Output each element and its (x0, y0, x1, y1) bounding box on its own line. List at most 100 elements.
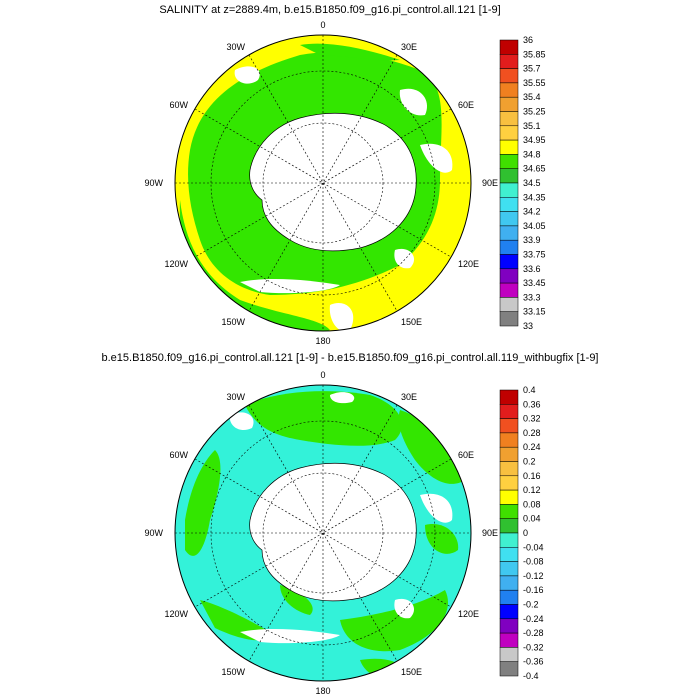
colorbar-label: 0.08 (523, 499, 541, 509)
colorbar-label: 0 (523, 528, 528, 538)
colorbar-label: 33.3 (523, 292, 541, 302)
colorbar-label: 33.9 (523, 235, 541, 245)
panel2-lon-120w: 120W (164, 609, 188, 619)
colorbar-label: 0.32 (523, 414, 541, 424)
panel2-lon-30e: 30E (401, 392, 417, 402)
panel1-lon-30e: 30E (401, 42, 417, 52)
colorbar-swatch (499, 518, 519, 534)
colorbar-label: -0.2 (523, 600, 539, 610)
panel2-lon-30w: 30W (226, 392, 245, 402)
panel1-colorbar: 36 35.85 35.7 35.55 35.4 35.25 35.1 34.95 34.8 34… (499, 35, 546, 331)
colorbar-swatch (499, 446, 519, 462)
colorbar-swatch (499, 418, 519, 434)
colorbar-swatch (499, 575, 519, 591)
colorbar-swatch (499, 432, 519, 448)
colorbar-label: 33 (523, 321, 533, 331)
panel2-colorbar: 0.4 0.36 0.32 0.28 0.24 0.2 0.16 0.12 0.08 0.04 0 -… (499, 385, 544, 681)
colorbar-swatch (499, 111, 519, 127)
colorbar-label: 34.05 (523, 221, 546, 231)
panel1-lon-90w: 90W (144, 178, 163, 188)
colorbar-label: 36 (523, 35, 533, 45)
panel2-lon-150e: 150E (401, 667, 422, 677)
colorbar-swatch (499, 154, 519, 169)
colorbar-swatch (499, 589, 519, 605)
colorbar-swatch (499, 168, 519, 184)
colorbar-swatch (499, 389, 519, 405)
panel2-map: 0 180 90W 90E 30W 30E 60W 60E 120W 120E … (144, 370, 544, 696)
panel2-lon-90e: 90E (482, 528, 498, 538)
panel1-lon-120e: 120E (458, 259, 479, 269)
colorbar-swatch (499, 489, 519, 505)
colorbar-swatch (499, 125, 519, 141)
colorbar-swatch (499, 282, 519, 298)
panel1-antarctica (249, 112, 417, 252)
colorbar-label: 0.2 (523, 457, 536, 467)
colorbar-label: 34.5 (523, 178, 541, 188)
colorbar-swatch (499, 211, 519, 227)
colorbar-label: 0.12 (523, 485, 541, 495)
colorbar-label: 35.85 (523, 49, 546, 59)
panel2-lon-0: 0 (320, 370, 325, 380)
colorbar-label: 35.7 (523, 64, 541, 74)
colorbar-label: -0.24 (523, 614, 544, 624)
colorbar-swatch (499, 547, 519, 562)
colorbar-swatch (499, 254, 519, 270)
colorbar-label: 35.55 (523, 78, 546, 88)
colorbar-label: 34.65 (523, 164, 546, 174)
colorbar-label: 33.45 (523, 278, 546, 288)
colorbar-label: -0.12 (523, 571, 544, 581)
colorbar-label: -0.08 (523, 557, 544, 567)
colorbar-swatch (499, 197, 519, 212)
colorbar-label: 34.35 (523, 192, 546, 202)
colorbar-label: 0.04 (523, 514, 541, 524)
panel2-antarctica (249, 462, 417, 602)
colorbar-swatch (499, 618, 519, 634)
panel1-lon-60w: 60W (169, 100, 188, 110)
panel1-map: 0 180 90W 90E 30W 30E 60W 60E 120W 120E … (144, 20, 546, 346)
colorbar-swatch (499, 39, 519, 55)
panel2-lon-180: 180 (315, 686, 330, 696)
colorbar-swatch (499, 68, 519, 84)
panel1-lon-60e: 60E (458, 100, 474, 110)
colorbar-label: 35.1 (523, 121, 541, 131)
colorbar-swatch (499, 82, 519, 98)
colorbar-label: 0.36 (523, 399, 541, 409)
colorbar-label: 35.25 (523, 107, 546, 117)
panel1-lon-120w: 120W (164, 259, 188, 269)
colorbar-swatch (499, 475, 519, 491)
panel2-lon-60w: 60W (169, 450, 188, 460)
colorbar-swatch (499, 182, 519, 198)
colorbar-swatch (499, 139, 519, 155)
colorbar-swatch (499, 268, 519, 284)
panel1-title: SALINITY at z=2889.4m, b.e15.B1850.f09_g… (159, 4, 501, 16)
colorbar-label: 34.95 (523, 135, 546, 145)
panel2-lon-150w: 150W (221, 667, 245, 677)
colorbar-label: 0.16 (523, 471, 541, 481)
colorbar-label: -0.32 (523, 642, 544, 652)
colorbar-swatch (499, 461, 519, 477)
colorbar-swatch (499, 96, 519, 112)
colorbar-label: 34.8 (523, 149, 541, 159)
colorbar-label: 35.4 (523, 92, 541, 102)
panel2-lon-120e: 120E (458, 609, 479, 619)
panel1-lon-150e: 150E (401, 317, 422, 327)
panel2-title: b.e15.B1850.f09_g16.pi_control.all.121 [… (101, 352, 599, 364)
colorbar-label: 33.6 (523, 264, 541, 274)
colorbar-swatch (499, 561, 519, 577)
panel2-lon-90w: 90W (144, 528, 163, 538)
colorbar-swatch (499, 404, 519, 419)
colorbar-swatch (499, 311, 519, 327)
colorbar-label: 33.75 (523, 250, 546, 260)
colorbar-swatch (499, 632, 519, 648)
panel2-green-region (245, 391, 402, 446)
colorbar-swatch (499, 604, 519, 620)
panel1-lon-180: 180 (315, 336, 330, 346)
colorbar-label: -0.04 (523, 542, 544, 552)
colorbar-label: 0.24 (523, 442, 541, 452)
panel1-lon-30w: 30W (226, 42, 245, 52)
colorbar-label: 0.28 (523, 428, 541, 438)
panel1-lon-90e: 90E (482, 178, 498, 188)
colorbar-swatch (499, 239, 519, 255)
panel2-lon-60e: 60E (458, 450, 474, 460)
colorbar-swatch (499, 504, 519, 519)
